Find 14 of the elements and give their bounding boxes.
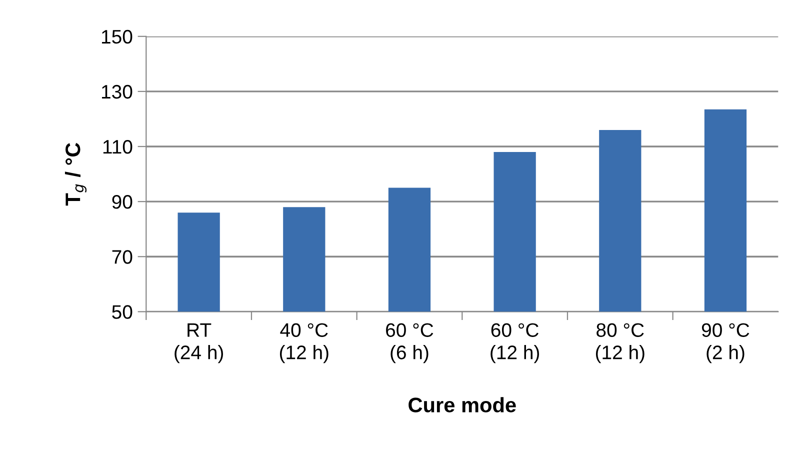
x-tick-label: 80 °C (12 h) (596, 323, 644, 364)
x-tick-label: 60 °C (6 h) (386, 323, 434, 364)
x-tick-label: 40 °C (12 h) (280, 323, 328, 364)
y-tick-label: 50 (112, 305, 132, 319)
y-tick-label: 70 (112, 250, 132, 264)
x-tick-label: 60 °C (12 h) (490, 323, 540, 364)
y-tick-label: 150 (102, 30, 132, 44)
y-tick-label: 110 (103, 140, 132, 154)
y-tick-label: 130 (102, 84, 132, 99)
x-tick-label: RT (24 h) (174, 323, 224, 364)
y-tick-label: 90 (112, 195, 132, 209)
x-tick-label: 90 °C (2 h) (702, 323, 750, 364)
x-axis-title: Cure mode (408, 397, 516, 412)
y-axis-title: T$_{g}$ / °C (64, 142, 87, 206)
